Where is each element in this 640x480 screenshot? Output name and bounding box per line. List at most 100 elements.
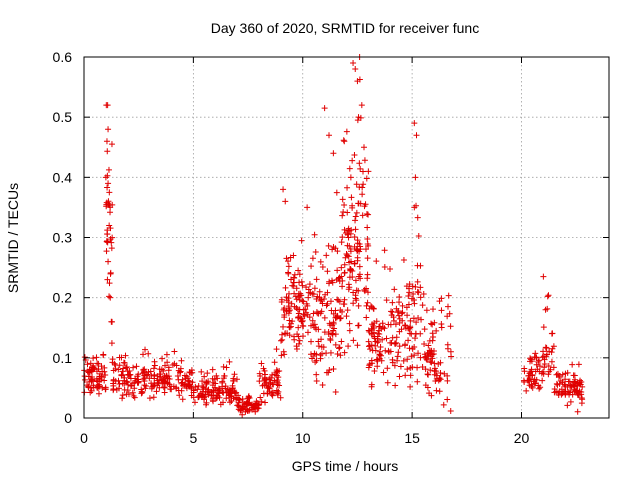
data-point xyxy=(385,348,392,355)
data-point xyxy=(165,367,172,374)
data-point xyxy=(346,320,353,327)
y-tick-label: 0.3 xyxy=(53,230,73,246)
data-point xyxy=(413,132,420,139)
data-point xyxy=(321,296,328,303)
data-point xyxy=(130,393,137,400)
data-point xyxy=(178,387,185,394)
data-point xyxy=(298,237,305,244)
data-point xyxy=(282,284,289,291)
data-point xyxy=(125,391,132,398)
data-point xyxy=(383,297,390,304)
data-point xyxy=(417,262,424,269)
data-point xyxy=(178,380,185,387)
data-point xyxy=(407,317,414,324)
data-point xyxy=(544,293,551,300)
data-point xyxy=(100,351,107,358)
data-point xyxy=(269,389,276,396)
data-point xyxy=(205,391,212,398)
data-point xyxy=(262,399,269,406)
data-point xyxy=(411,352,418,359)
data-point xyxy=(290,333,297,340)
data-point xyxy=(540,370,547,377)
data-point xyxy=(267,380,274,387)
data-point xyxy=(315,310,322,317)
data-point xyxy=(323,369,330,376)
data-point xyxy=(289,282,296,289)
data-point xyxy=(436,298,443,305)
data-point xyxy=(293,305,300,312)
data-points xyxy=(81,54,586,418)
data-point xyxy=(411,344,418,351)
data-point xyxy=(120,359,127,366)
data-point xyxy=(556,372,563,379)
data-point xyxy=(378,352,385,359)
data-point xyxy=(285,310,292,317)
data-point xyxy=(119,395,126,402)
data-point xyxy=(304,302,311,309)
data-point xyxy=(419,364,426,371)
data-point xyxy=(357,275,364,282)
data-point xyxy=(230,377,237,384)
data-point xyxy=(351,260,358,267)
data-point xyxy=(384,365,391,372)
data-point xyxy=(106,189,113,196)
data-point xyxy=(103,138,110,145)
data-point xyxy=(85,369,92,376)
data-point xyxy=(424,371,431,378)
data-point xyxy=(326,278,333,285)
data-point xyxy=(444,372,451,379)
data-point xyxy=(226,358,233,365)
data-point xyxy=(344,307,351,314)
data-point xyxy=(95,385,102,392)
data-point xyxy=(84,361,91,368)
data-point xyxy=(359,212,366,219)
data-point xyxy=(579,396,586,403)
data-point xyxy=(359,168,366,175)
data-point xyxy=(569,361,576,368)
data-point xyxy=(104,227,111,234)
data-point xyxy=(352,226,359,233)
data-point xyxy=(383,335,390,342)
data-point xyxy=(311,324,318,331)
data-point xyxy=(559,379,566,386)
data-point xyxy=(419,302,426,309)
data-point xyxy=(438,307,445,314)
data-point xyxy=(425,352,432,359)
data-point xyxy=(369,347,376,354)
data-point xyxy=(121,386,128,393)
data-point xyxy=(244,407,251,414)
data-point xyxy=(318,343,325,350)
data-point xyxy=(535,358,542,365)
grid-lines xyxy=(84,57,609,418)
data-point xyxy=(401,342,408,349)
data-point xyxy=(349,202,356,209)
data-point xyxy=(345,281,352,288)
data-point xyxy=(425,342,432,349)
data-point xyxy=(284,258,291,265)
data-point xyxy=(295,324,302,331)
data-point xyxy=(425,349,432,356)
data-point xyxy=(579,383,586,390)
data-point xyxy=(141,382,148,389)
data-point xyxy=(319,350,326,357)
data-point xyxy=(122,352,129,359)
data-point xyxy=(115,385,122,392)
data-point xyxy=(256,378,263,385)
data-point xyxy=(433,368,440,375)
data-point xyxy=(326,132,332,139)
data-point xyxy=(179,396,186,403)
data-point xyxy=(357,165,364,172)
data-point xyxy=(285,290,292,297)
data-point xyxy=(296,271,303,278)
data-point xyxy=(402,372,409,379)
data-point xyxy=(329,331,336,338)
data-point xyxy=(104,102,111,109)
data-point xyxy=(138,390,145,397)
data-point xyxy=(131,385,138,392)
data-point xyxy=(417,330,424,337)
data-point xyxy=(352,213,359,220)
data-point xyxy=(310,352,317,359)
data-point xyxy=(334,267,341,274)
data-point xyxy=(521,365,528,372)
data-point xyxy=(209,366,216,373)
